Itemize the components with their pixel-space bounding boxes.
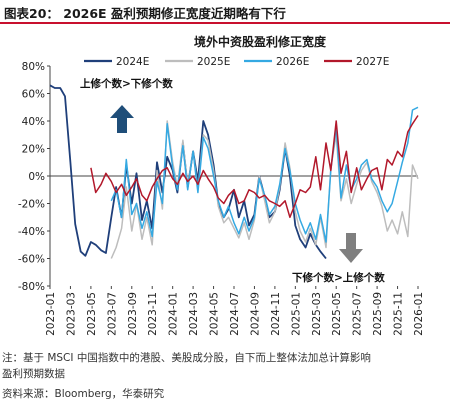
x-tick-label: 2023-09: [127, 292, 139, 336]
axes: -80% -60% -40% -20% 0% 20% 40% 60% 80% 2023-01 202…: [18, 61, 425, 336]
legend-label-2024E: 2024E: [116, 56, 149, 68]
x-tick-label: 2025-05: [331, 292, 343, 336]
x-tick-label: 2025-03: [311, 292, 323, 336]
legend-label-2025E: 2025E: [197, 56, 230, 68]
figure-title: 图表20： 2026E 盈利预期修正宽度近期略有下行: [4, 6, 286, 21]
annotation-downward-revisions: 下修个数>上修个数: [292, 271, 385, 284]
x-tick-label: 2024-03: [188, 292, 200, 336]
arrow-down-icon: [339, 233, 363, 263]
y-tick-label: -40%: [18, 226, 45, 238]
footnote-line-2: 盈利预期数据: [2, 368, 65, 380]
x-tick-label: 2024-09: [249, 292, 261, 336]
y-tick-label: 0%: [28, 171, 45, 183]
legend-label-2026E: 2026E: [276, 56, 309, 68]
x-tick-label: 2024-05: [209, 292, 221, 336]
x-tick-label: 2024-07: [229, 292, 241, 336]
chart-title: 境外中资股盈利修正宽度: [193, 35, 326, 49]
y-tick-label: -60%: [18, 254, 45, 266]
x-tick-label: 2025-09: [372, 292, 384, 336]
legend-label-2027E: 2027E: [356, 56, 389, 68]
x-tick-label: 2023-05: [86, 292, 98, 336]
x-tick-label: 2023-07: [106, 292, 118, 336]
x-tick-label: 2023-01: [45, 292, 57, 336]
arrow-up-icon: [110, 105, 134, 133]
x-tick-label: 2025-01: [290, 292, 302, 336]
y-tick-label: 40%: [22, 116, 45, 128]
y-tick-label: -20%: [18, 199, 45, 211]
x-tick-label: 2026-01: [413, 292, 425, 336]
y-tick-label: 60%: [22, 89, 45, 101]
y-tick-label: 20%: [22, 144, 45, 156]
legend: 2024E 2025E 2026E 2027E: [84, 56, 389, 68]
x-tick-label: 2024-01: [168, 292, 180, 336]
title-rule: [0, 22, 450, 24]
x-tick-label: 2025-07: [352, 292, 364, 336]
series-line-2027E: [90, 115, 419, 219]
footnote-line-1: 注：基于 MSCI 中国指数中的港股、美股成分股，自下而上整体法加总计算影响: [2, 352, 371, 364]
y-tick-label: 80%: [22, 61, 45, 73]
x-tick-label: 2023-03: [65, 292, 77, 336]
x-tick-label: 2025-11: [393, 292, 405, 336]
y-tick-label: -80%: [18, 281, 45, 293]
source-note: 资料来源：Bloomberg，华泰研究: [2, 388, 165, 400]
series-line-2025E: [110, 120, 419, 259]
x-tick-label: 2024-11: [270, 292, 282, 336]
annotation-upward-revisions: 上修个数>下修个数: [80, 77, 173, 90]
series-layer: [49, 84, 419, 260]
x-tick-label: 2023-11: [147, 292, 159, 336]
